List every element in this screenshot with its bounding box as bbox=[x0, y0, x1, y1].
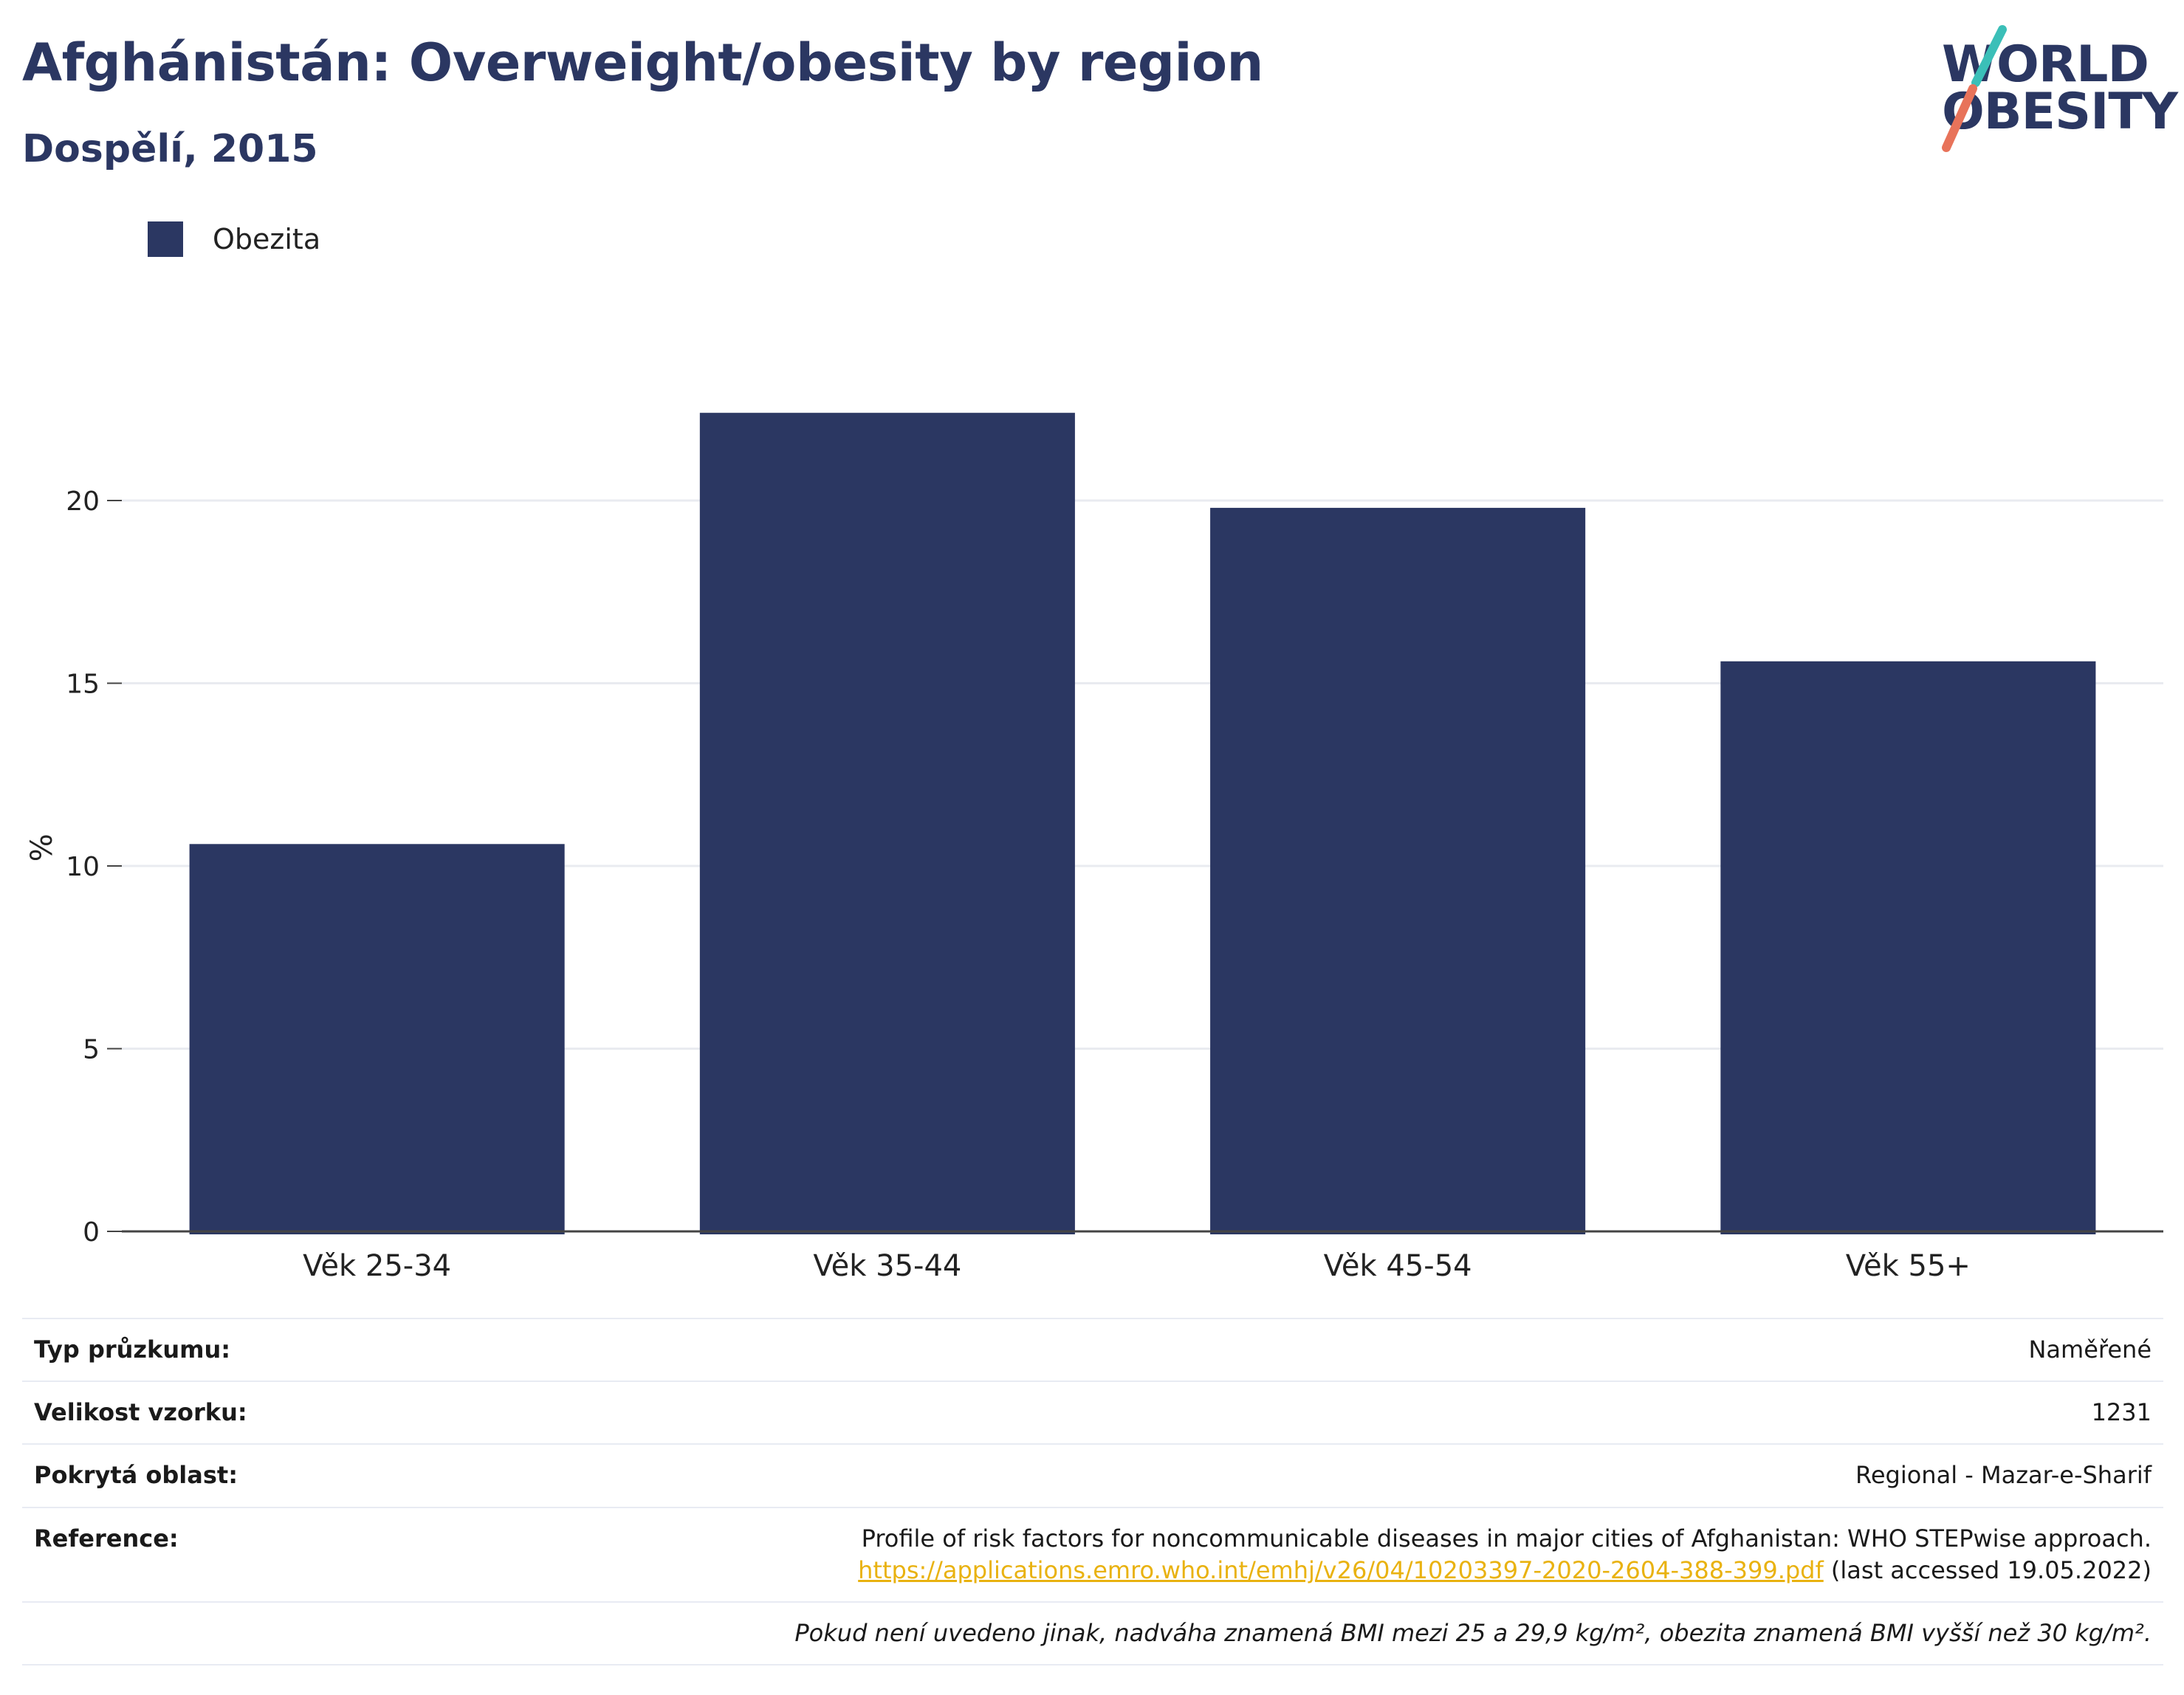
bar-Věk-55plus bbox=[1720, 661, 2096, 1234]
bar-Věk-45-54 bbox=[1210, 507, 1586, 1234]
reference-link[interactable]: https://applications.emro.who.int/emhj/v… bbox=[858, 1555, 1824, 1584]
bar-Věk-25-34 bbox=[189, 844, 565, 1234]
table-row-area: Pokrytá oblast: Regional - Mazar-e-Shari… bbox=[22, 1444, 2163, 1507]
reference-value: Profile of risk factors for noncommunica… bbox=[341, 1507, 2163, 1602]
legend-label-obezita: Obezita bbox=[213, 223, 321, 255]
table-row-note: Pokud není uvedeno jinak, nadváha znamen… bbox=[22, 1601, 2163, 1665]
chart-bars bbox=[189, 413, 2096, 1235]
xtick-label-2: Věk 45-54 bbox=[1324, 1249, 1472, 1283]
xtick-label-0: Věk 25-34 bbox=[303, 1249, 451, 1283]
survey-info-table: Typ průzkumu: Naměřené Velikost vzorku: … bbox=[22, 1318, 2163, 1665]
ytick-label-15: 15 bbox=[66, 670, 100, 700]
reference-label: Reference: bbox=[34, 1524, 179, 1553]
xtick-label-3: Věk 55+ bbox=[1846, 1249, 1971, 1283]
logo-slash-icon bbox=[1942, 25, 2007, 152]
logo-line-obesity: OBESITY bbox=[1942, 83, 2178, 141]
survey-type-value: Naměřené bbox=[2028, 1335, 2152, 1364]
table-row-reference: Reference: Profile of risk factors for n… bbox=[22, 1507, 2163, 1602]
ytick-label-10: 10 bbox=[66, 852, 100, 882]
ytick-label-20: 20 bbox=[66, 487, 100, 517]
y-axis-label: % bbox=[25, 833, 59, 862]
ytick-label-5: 5 bbox=[83, 1035, 100, 1065]
reference-text: Profile of risk factors for noncommunica… bbox=[861, 1524, 2152, 1553]
chart-axes: 0 5 10 15 20% Věk 25-34 Věk 35-44 Věk 45-54 Věk … bbox=[25, 487, 2163, 1283]
xtick-label-1: Věk 35-44 bbox=[813, 1249, 961, 1283]
survey-type-label: Typ průzkumu: bbox=[34, 1335, 231, 1364]
area-label: Pokrytá oblast: bbox=[34, 1461, 238, 1490]
legend-swatch bbox=[148, 221, 183, 257]
bmi-definition-note: Pokud není uvedeno jinak, nadváha znamen… bbox=[794, 1618, 2152, 1647]
sample-size-value: 1231 bbox=[2091, 1398, 2152, 1427]
page-title: Afghánistán: Overweight/obesity by regio… bbox=[22, 32, 1263, 93]
reference-accessed: (last accessed 19.05.2022) bbox=[1830, 1555, 2152, 1584]
bar-Věk-35-44 bbox=[699, 413, 1075, 1235]
table-row-survey-type: Typ průzkumu: Naměřené bbox=[22, 1318, 2163, 1381]
chart-legend: Obezita bbox=[148, 220, 320, 258]
ytick-label-0: 0 bbox=[83, 1217, 100, 1248]
sample-size-label: Velikost vzorku: bbox=[34, 1398, 247, 1427]
area-value: Regional - Mazar-e-Sharif bbox=[1855, 1461, 2152, 1490]
table-row-sample-size: Velikost vzorku: 1231 bbox=[22, 1381, 2163, 1444]
page-subtitle: Dospělí, 2015 bbox=[22, 127, 318, 171]
note-spacer bbox=[22, 1602, 341, 1665]
world-obesity-logo: WORLD OBESITY bbox=[1920, 22, 2178, 155]
bar-chart: 0 5 10 15 20% Věk 25-34 Věk 35-44 Věk 45-54 Věk … bbox=[25, 413, 2163, 1283]
